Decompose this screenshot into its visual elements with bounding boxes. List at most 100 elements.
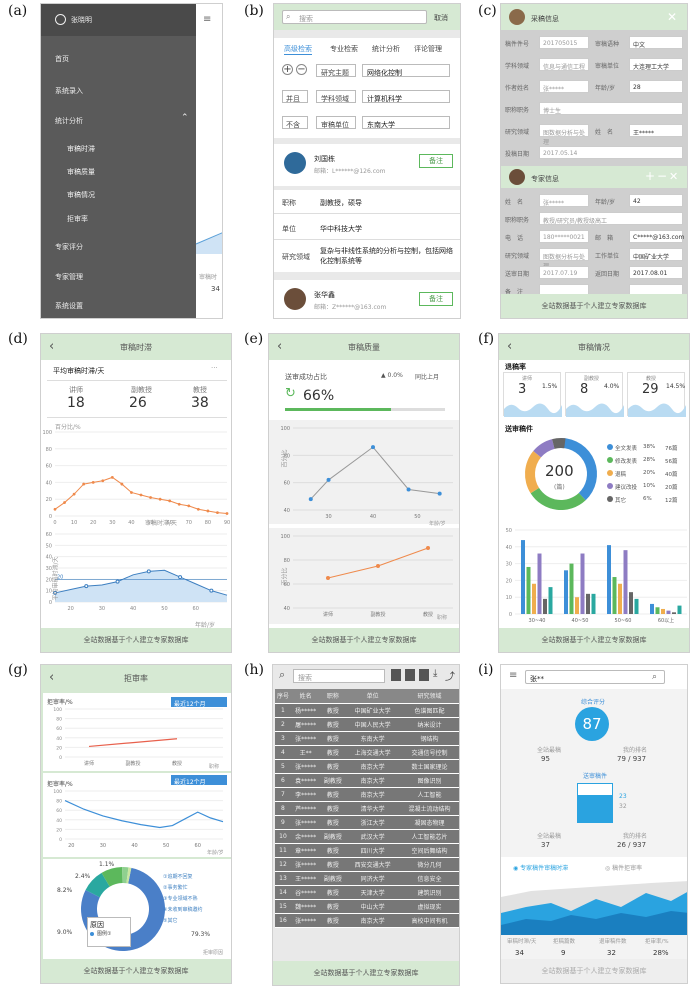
field-input[interactable]: 28 — [629, 80, 683, 93]
hamburger-icon[interactable]: ≡ — [509, 670, 518, 681]
stat-value: 9 — [561, 949, 566, 957]
table-row[interactable]: 11 章***** 教授 四川大学 空间后舞结构 — [275, 843, 459, 858]
tab-comments[interactable]: 评论管理 — [414, 45, 442, 53]
field-input[interactable]: 张***** — [539, 194, 589, 207]
period-select[interactable]: 最近12个月 — [171, 697, 227, 708]
menu-rating[interactable]: 专家评分 — [55, 243, 83, 251]
add-icon[interactable]: + — [645, 169, 656, 183]
menu-stats[interactable]: 统计分析 — [55, 117, 83, 125]
table-row[interactable]: 16 张***** 教授 南京大学 高校中间有机 — [275, 913, 459, 928]
menu-manage[interactable]: 专家管理 — [55, 273, 83, 281]
criteria-op-2[interactable]: 并且 — [282, 90, 308, 103]
close-icon[interactable]: ✕ — [667, 10, 678, 24]
field-input[interactable]: 图数据分析与处理 — [539, 248, 589, 270]
back-icon[interactable]: ‹ — [507, 339, 513, 354]
menu-settings[interactable]: 系统设置 — [55, 302, 83, 310]
field-input[interactable]: C*****@163.com — [629, 230, 684, 243]
data-point — [371, 445, 375, 450]
menu-home[interactable]: 首页 — [55, 55, 69, 63]
period-select[interactable]: 最近12个月 — [171, 775, 227, 786]
criteria-value-2[interactable]: 计算机科学 — [362, 90, 450, 103]
doc-icon[interactable] — [391, 669, 401, 681]
field-input[interactable]: 2017.05.14 — [539, 146, 683, 159]
field-input[interactable]: 中国矿业大学 — [629, 248, 683, 261]
criteria-field-2[interactable]: 学科领域 — [316, 90, 356, 103]
field-input[interactable]: 201705015 — [539, 36, 589, 49]
tick-label: 30 — [99, 606, 105, 612]
back-icon[interactable]: ‹ — [49, 339, 55, 354]
submenu-reject[interactable]: 拒审率 — [67, 215, 88, 223]
more-icon[interactable]: ··· — [211, 364, 218, 372]
search-input[interactable]: 张** ⌕ — [525, 670, 665, 684]
tab-statistics[interactable]: 统计分析 — [372, 45, 400, 53]
tick-label: 20 — [67, 606, 73, 612]
tab-delay[interactable]: ◉ 专家稿件审稿时滞 — [513, 865, 569, 872]
field-label: 投稿日期 — [505, 151, 530, 158]
table-row[interactable]: 8 芦***** 教授 清华大学 混凝土流动结构 — [275, 801, 459, 816]
remove-icon[interactable]: − — [296, 64, 307, 75]
close-icon[interactable]: ✕ — [669, 170, 679, 183]
hamburger-icon[interactable]: ≡ — [203, 14, 212, 25]
expert-card-2[interactable]: 张华鑫 邮箱：Z******@163.com 备注 — [274, 280, 460, 318]
menu-entry[interactable]: 系统录入 — [55, 87, 83, 95]
mid-label: 送审稿件 — [583, 773, 608, 780]
download-icon[interactable]: ⤓ — [433, 668, 438, 679]
tick-label: 100 — [53, 789, 62, 795]
doc-icon[interactable] — [405, 669, 415, 681]
doc-icon[interactable] — [419, 669, 429, 681]
add-icon[interactable]: + — [282, 64, 293, 75]
table-row[interactable]: 9 张***** 教授 浙江大学 凝固态物理 — [275, 815, 459, 830]
table-row[interactable]: 12 张***** 教授 西安交通大学 微分几何 — [275, 857, 459, 872]
criteria-field-3[interactable]: 审稿单位 — [316, 116, 356, 129]
field-input[interactable]: 2017.08.01 — [629, 266, 683, 279]
submenu-delay[interactable]: 审稿时滞 — [67, 145, 95, 153]
cancel-button[interactable]: 取消 — [434, 14, 448, 22]
tick-label: 30 — [325, 514, 331, 520]
criteria-value-1[interactable]: 网络化控制 — [362, 64, 450, 77]
tab-advanced[interactable]: 高级检索 — [284, 45, 312, 55]
table-row[interactable]: 4 王** 教授 上海交通大学 交通信号控制 — [275, 745, 459, 760]
field-input[interactable]: 图数据分析与处理 — [539, 124, 589, 146]
field-input[interactable]: 张***** — [539, 80, 589, 93]
avg-label: 20 — [57, 574, 63, 580]
field-input[interactable]: 42 — [629, 194, 683, 207]
expert-name: 张华鑫 — [314, 291, 335, 299]
field-input[interactable]: 2017.07.19 — [539, 266, 589, 279]
table-row[interactable]: 1 杨***** 教授 中国矿业大学 色谱图匹配 — [275, 703, 459, 718]
field-input[interactable]: 信息与通信工程 — [539, 58, 589, 71]
back-icon[interactable]: ‹ — [277, 339, 283, 354]
table-row[interactable]: 3 张***** 教授 东南大学 钢结构 — [275, 731, 459, 746]
table-row[interactable]: 5 张***** 教授 南京大学 数士国家理论 — [275, 759, 459, 774]
search-input[interactable]: 搜索 — [293, 669, 385, 683]
field-input[interactable]: 王***** — [629, 124, 683, 137]
table-row[interactable]: 14 谷***** 教授 天津大学 建筑识别 — [275, 885, 459, 900]
score-circle: 87 — [575, 707, 609, 741]
submenu-status[interactable]: 审稿情况 — [67, 191, 95, 199]
table-row[interactable]: 10 余***** 副教授 武汉大学 人工智能芯片 — [275, 829, 459, 844]
note-button[interactable]: 备注 — [419, 154, 453, 168]
field-input[interactable]: 大连理工大学 — [629, 58, 683, 71]
expert-card-1[interactable]: 刘国栋 邮箱：L******@126.com 备注 — [274, 144, 460, 186]
criteria-value-3[interactable]: 东南大学 — [362, 116, 450, 129]
tab-professional[interactable]: 专业检索 — [330, 45, 358, 53]
criteria-field-1[interactable]: 研究主题 — [316, 64, 356, 77]
field-input[interactable]: 博士生 — [539, 102, 683, 115]
back-icon[interactable]: ‹ — [49, 670, 55, 685]
chevron-up-icon[interactable]: ⌃ — [181, 113, 189, 123]
table-row[interactable]: 2 屠***** 教授 中国人民大学 纳米设计 — [275, 717, 459, 732]
field-input[interactable]: 教授/研究员/教授级高工 — [539, 212, 683, 225]
table-row[interactable]: 15 魏***** 教授 中山大学 虚拟现实 — [275, 899, 459, 914]
search-input[interactable]: ⌕ 搜索 — [282, 10, 427, 24]
field-input[interactable]: 中文 — [629, 36, 683, 49]
tab-reject[interactable]: ◎ 稿件拒审率 — [605, 865, 643, 872]
panel-i-screen: ≡ 张** ⌕ 综合评分 87 全站最稿 95 我的排名 79 / 937 送审… — [500, 664, 688, 984]
table-row[interactable]: 7 李***** 教授 南京大学 人工智能 — [275, 787, 459, 802]
minus-icon[interactable]: − — [657, 169, 668, 183]
field-input[interactable]: 180*****0021 — [539, 230, 589, 243]
note-button[interactable]: 备注 — [419, 292, 453, 306]
table-row[interactable]: 13 王***** 副教授 同济大学 信息安全 — [275, 871, 459, 886]
criteria-op-3[interactable]: 不含 — [282, 116, 308, 129]
submenu-quality[interactable]: 审稿质量 — [67, 168, 95, 176]
share-icon[interactable]: ⤴ — [445, 672, 455, 683]
table-row[interactable]: 6 袁***** 副教授 南京大学 图像识别 — [275, 773, 459, 788]
